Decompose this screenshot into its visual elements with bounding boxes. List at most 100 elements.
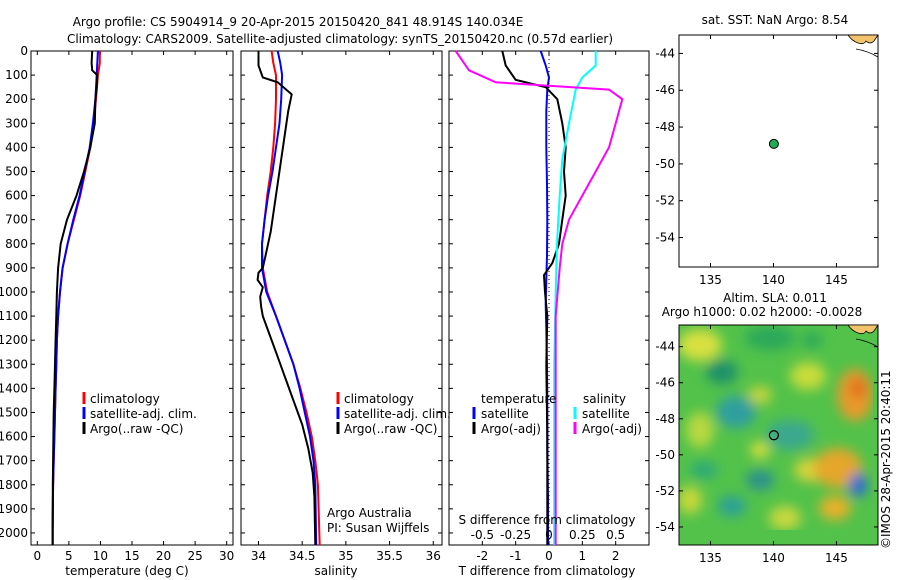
x-tick-label: 34 — [251, 549, 266, 563]
difference-legend: temperature salinity satellite Argo(-adj… — [472, 392, 642, 436]
lat-tick-label: -46 — [655, 83, 675, 97]
lon-tick-label: 145 — [825, 273, 848, 287]
sst-map-panel — [678, 34, 879, 268]
legend-label-sal-argo: Argo(-adj) — [582, 422, 642, 436]
lat-tick-label: -46 — [655, 376, 675, 390]
x-tick-label: 35 — [338, 549, 353, 563]
legend-label-temp-argo: Argo(-adj) — [481, 422, 541, 436]
legend-label-argo: Argo(..raw -QC) — [90, 422, 183, 436]
s-difference-axis-label: S difference from climatology — [459, 513, 636, 527]
y-tick-label: 100 — [5, 68, 28, 82]
y-tick-label: 1800 — [0, 478, 28, 492]
x-tick-label: 35.5 — [376, 549, 403, 563]
series-argo-raw-qc — [256, 51, 317, 546]
float-location-marker — [768, 430, 779, 441]
coast-contour — [855, 48, 879, 58]
sla-map-panel — [678, 324, 879, 546]
tasmania-coastline — [847, 34, 879, 45]
s-tick-label: -0.5 — [471, 528, 494, 542]
float-location-marker — [768, 138, 779, 149]
lat-tick-label: -44 — [655, 46, 675, 60]
lat-tick-label: -48 — [655, 120, 675, 134]
y-tick-label: 1400 — [0, 381, 28, 395]
lat-tick-label: -50 — [655, 448, 675, 462]
temperature-axis-label: temperature (deg C) — [65, 564, 188, 578]
y-tick-label: 900 — [5, 261, 28, 275]
series-climatology — [260, 50, 321, 546]
salinity-axis-label: salinity — [314, 564, 357, 578]
y-tick-label: 1500 — [0, 405, 28, 419]
sla-map-title-line1: Altim. SLA: 0.011 — [723, 291, 827, 305]
x-tick-label: -1 — [510, 549, 522, 563]
y-tick-label: 600 — [5, 189, 28, 203]
y-tick-label: 400 — [5, 140, 28, 154]
lat-tick-label: -50 — [655, 157, 675, 171]
y-tick-label: 0 — [20, 44, 28, 58]
series-satellite-adj-clim — [51, 50, 99, 545]
imos-credit: ©IMOS 28-Apr-2015 20:40:11 — [879, 370, 893, 549]
legend-label-satellite: satellite-adj. clim. — [344, 407, 451, 421]
y-tick-label: 2000 — [0, 526, 28, 540]
legend-label-satellite: satellite-adj. clim. — [90, 407, 197, 421]
y-tick-label: 1700 — [0, 454, 28, 468]
sla-map: 135 140 145 -44 -46 -48 -50 -52 -54 — [655, 324, 879, 565]
figure-title-line2: Climatology: CARS2009. Satellite-adjuste… — [67, 32, 613, 46]
x-tick-label: 0 — [545, 549, 553, 563]
lat-tick-label: -52 — [655, 484, 675, 498]
y-tick-label: 200 — [5, 92, 28, 106]
x-tick-label: 30 — [219, 549, 234, 563]
lat-tick-label: -54 — [655, 231, 675, 245]
y-tick-label: 1200 — [0, 333, 28, 347]
y-tick-label: 300 — [5, 116, 28, 130]
legend-header-salinity: salinity — [583, 392, 626, 406]
coast-contour — [855, 338, 879, 348]
y-tick-label: 1600 — [0, 430, 28, 444]
lat-tick-label: -48 — [655, 412, 675, 426]
salinity-legend: climatology satellite-adj. clim. Argo(..… — [327, 392, 451, 535]
tasmania-coastline — [847, 324, 879, 335]
y-tick-label: 1300 — [0, 357, 28, 371]
figure-title-line1: Argo profile: CS 5904914_9 20-Apr-2015 2… — [73, 15, 524, 29]
y-tick-label: 1100 — [0, 309, 28, 323]
legend-label-temp-satellite: satellite — [481, 407, 529, 421]
s-tick-label: -0.25 — [500, 528, 531, 542]
x-tick-label: 1 — [579, 549, 587, 563]
s-tick-label: 0.25 — [569, 528, 596, 542]
lon-tick-label: 140 — [762, 551, 785, 565]
x-tick-label: -2 — [476, 549, 488, 563]
difference-plot: -2 -1 0 1 2-0.5 -0.25 0 0.25 0.5 — [449, 50, 649, 563]
sst-map: 135 140 145 -44 -46 -48 -50 -52 -54 — [655, 34, 879, 287]
x-tick-label: 25 — [187, 549, 202, 563]
legend-label-argo: Argo(..raw -QC) — [344, 422, 437, 436]
series-argo-raw-qc — [51, 50, 99, 545]
lat-tick-label: -44 — [655, 340, 675, 354]
x-tick-label: 34.5 — [289, 549, 316, 563]
salinity-panel — [240, 50, 443, 546]
x-tick-label: 15 — [124, 549, 139, 563]
lon-tick-label: 135 — [699, 273, 722, 287]
legend-label-climatology: climatology — [344, 392, 414, 406]
y-tick-label: 700 — [5, 213, 28, 227]
pi-note: PI: Susan Wijffels — [327, 521, 429, 535]
lon-tick-label: 140 — [762, 273, 785, 287]
sst-map-title: sat. SST: NaN Argo: 8.54 — [702, 13, 849, 27]
series-salinity-argo-adj — [454, 50, 624, 545]
lat-tick-label: -54 — [655, 520, 675, 534]
x-tick-label: 5 — [65, 549, 73, 563]
y-tick-label: 1900 — [0, 502, 28, 516]
salinity-plot: 34 34.5 35 35.5 36 — [241, 50, 442, 563]
lon-tick-label: 145 — [825, 551, 848, 565]
temperature-plot: 0100200300400500600700800900100011001200… — [0, 44, 234, 563]
difference-panel — [448, 50, 650, 546]
temperature-legend: climatology satellite-adj. clim. Argo(..… — [82, 392, 197, 436]
legend-label-climatology: climatology — [90, 392, 160, 406]
sla-map-title-line2: Argo h1000: 0.02 h2000: -0.0028 — [662, 305, 863, 319]
x-tick-label: 2 — [612, 549, 620, 563]
legend-header-temperature: temperature — [481, 392, 556, 406]
x-tick-label: 0 — [33, 549, 41, 563]
s-tick-label: 0.5 — [606, 528, 625, 542]
institution-note: Argo Australia — [327, 506, 412, 520]
lat-tick-label: -52 — [655, 194, 675, 208]
y-tick-label: 800 — [5, 237, 28, 251]
y-tick-label: 1000 — [0, 285, 28, 299]
